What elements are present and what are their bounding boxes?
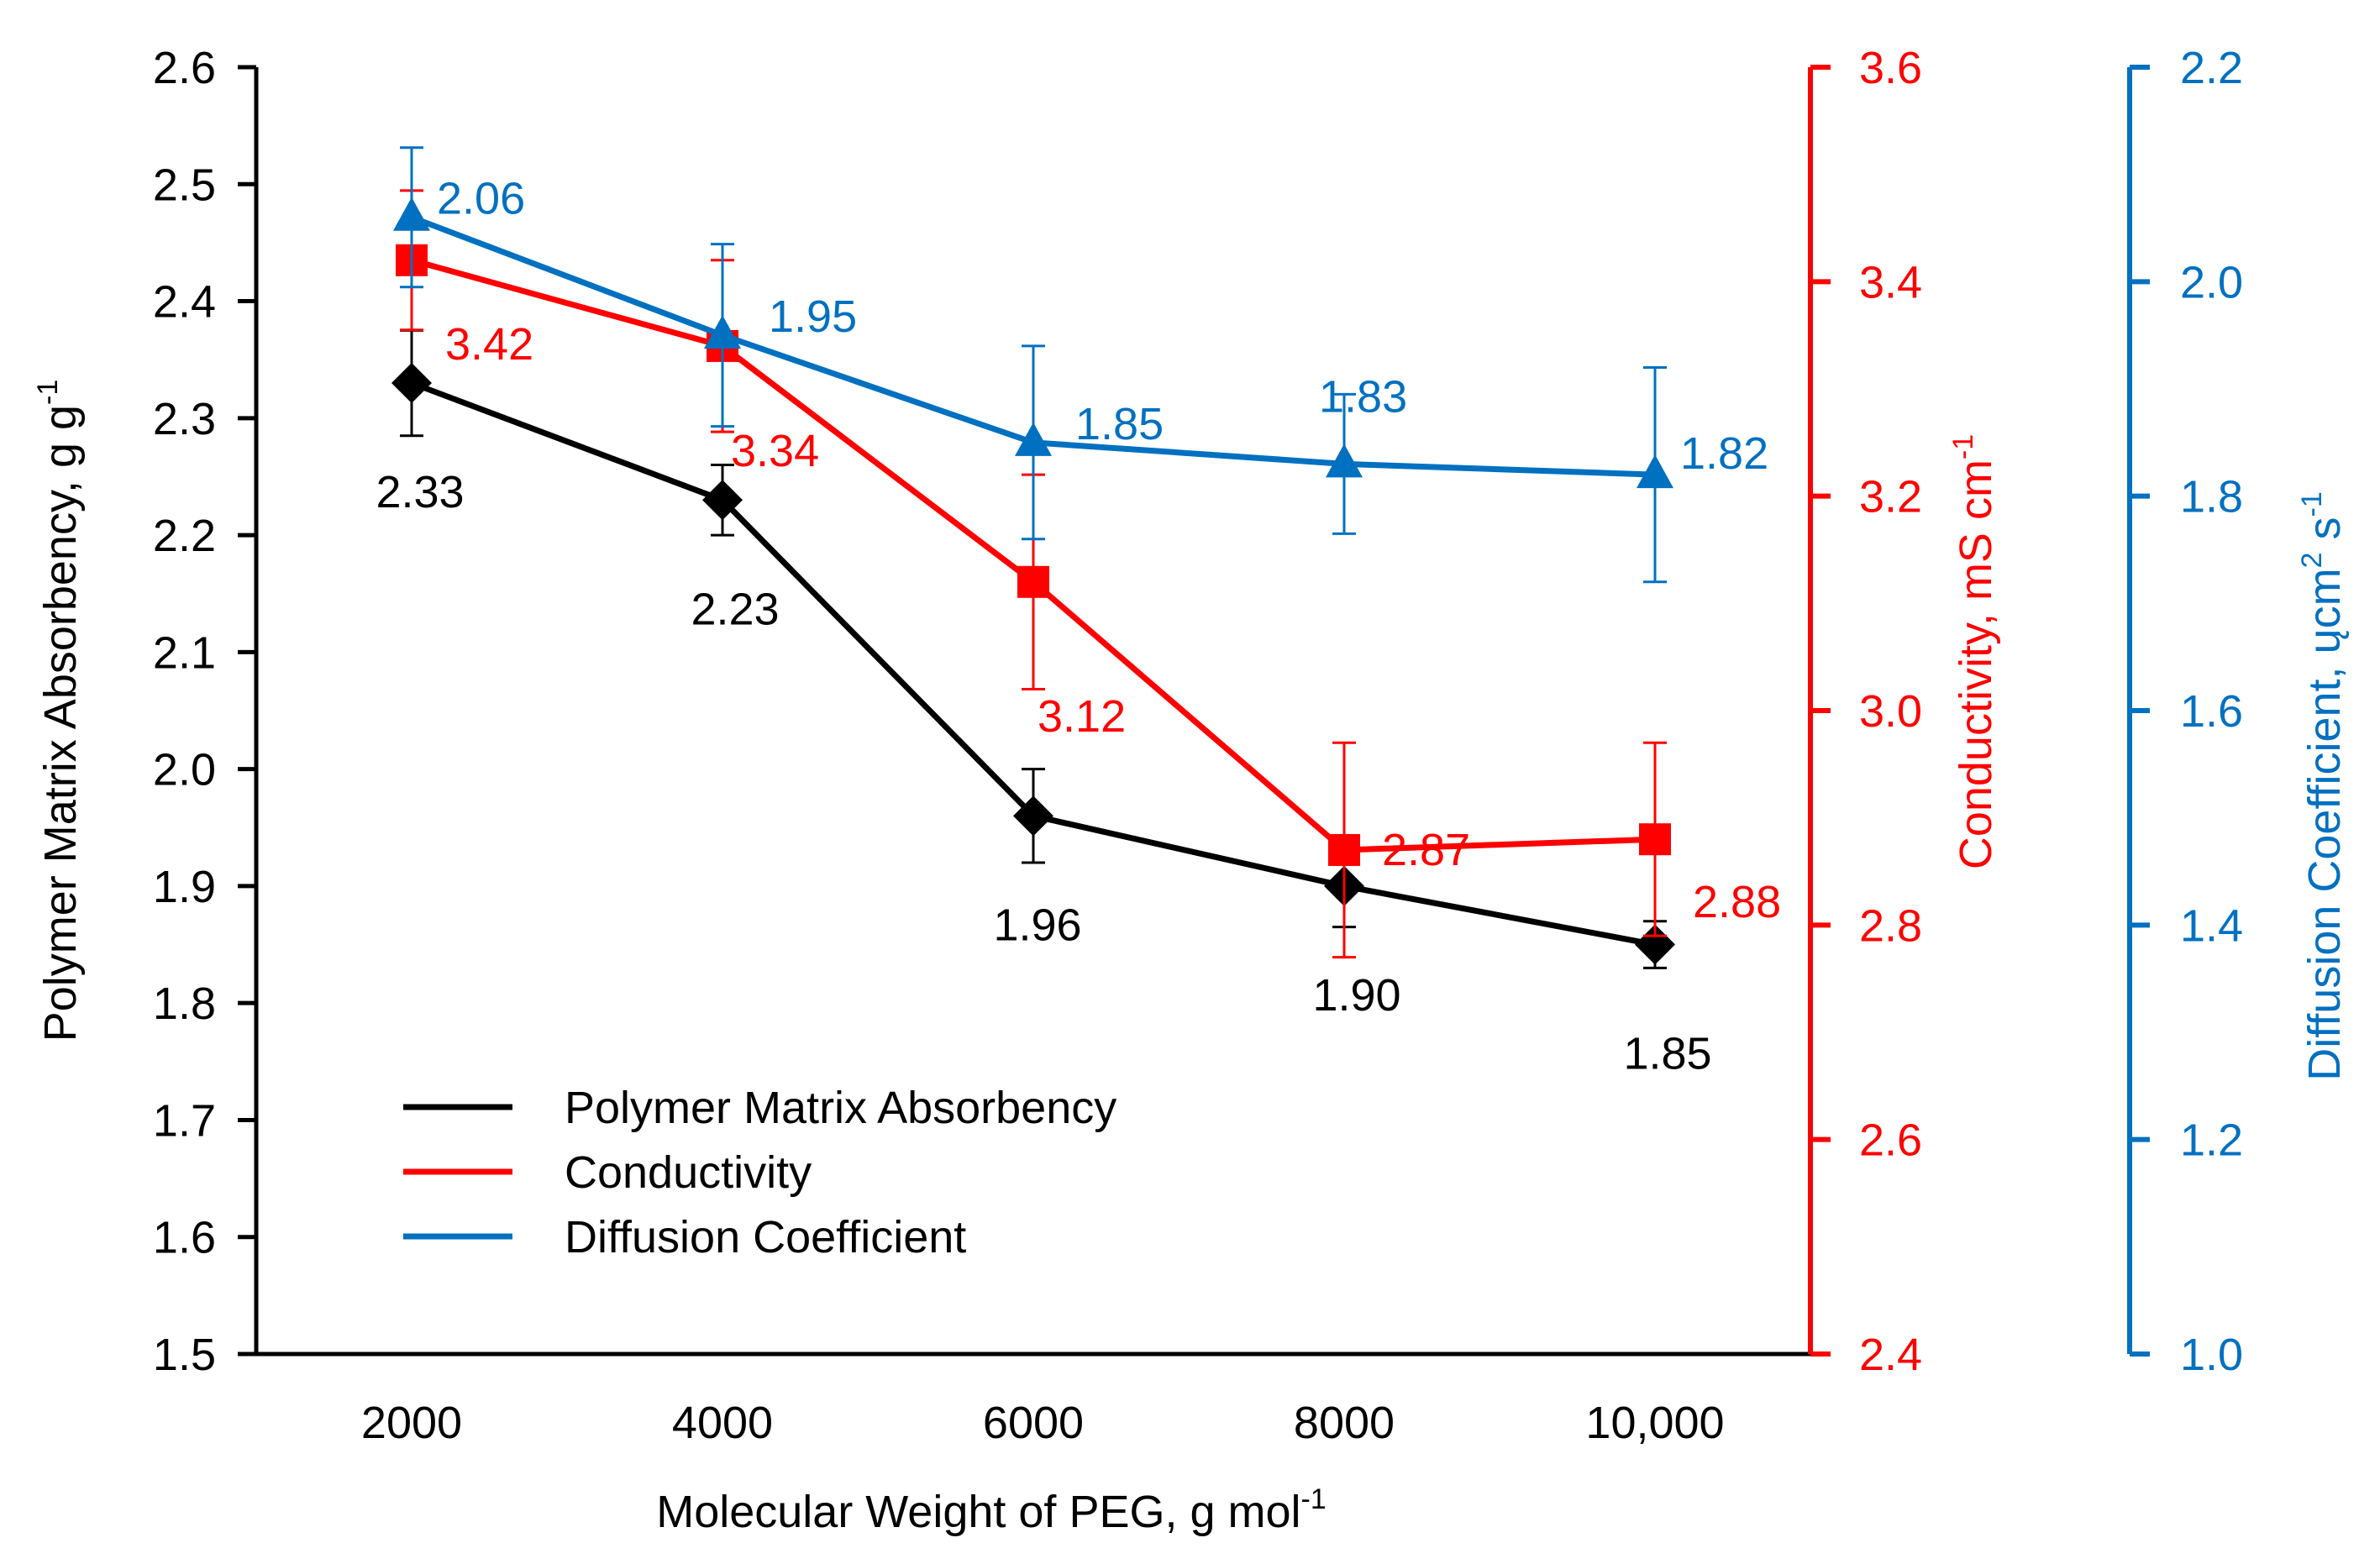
conductivity-marker — [1639, 823, 1671, 856]
diffusion-coefficient-data-label: 1.95 — [769, 291, 857, 342]
conductivity-data-label: 3.42 — [445, 319, 533, 370]
left-y-tick-label: 2.2 — [153, 511, 216, 561]
polymer-matrix-absorbency-data-label: 2.23 — [691, 584, 779, 634]
left-y-tick-label: 1.8 — [153, 979, 216, 1029]
left-y-tick-label: 2.3 — [153, 394, 216, 444]
diffusion-coefficient-marker — [1326, 443, 1363, 478]
diffusion-tick-label: 1.4 — [2180, 900, 2243, 951]
diffusion-tick-label: 1.8 — [2180, 472, 2243, 522]
conductivity-tick-label: 2.4 — [1859, 1330, 1922, 1380]
diffusion-coefficient-marker — [1015, 422, 1052, 456]
conductivity-data-label: 3.34 — [731, 426, 819, 476]
left-y-tick-label: 2.4 — [153, 277, 216, 328]
x-tick-label: 4000 — [672, 1398, 773, 1448]
left-y-tick-label: 1.7 — [153, 1095, 216, 1146]
left-y-tick-label: 1.6 — [153, 1213, 216, 1263]
conductivity-tick-label: 3.2 — [1859, 472, 1922, 522]
conductivity-marker — [1328, 833, 1360, 866]
diffusion-coefficient-marker — [1637, 454, 1673, 489]
diffusion-tick-label: 1.6 — [2180, 686, 2243, 737]
left-y-tick-label: 2.0 — [153, 745, 216, 795]
diffusion-coefficient-data-label: 1.83 — [1319, 371, 1407, 422]
polymer-matrix-absorbency-data-label: 2.33 — [376, 467, 464, 517]
conductivity-tick-label: 2.8 — [1859, 900, 1922, 951]
conductivity-marker — [1017, 565, 1049, 598]
left-y-tick-label: 2.5 — [153, 160, 216, 210]
conductivity-data-label: 2.87 — [1382, 825, 1470, 875]
diffusion-coefficient-marker — [393, 197, 430, 231]
legend-label-diffusion-coefficient: Diffusion Coefficient — [565, 1212, 966, 1262]
diffusion-tick-label: 1.0 — [2180, 1330, 2243, 1380]
conductivity-tick-label: 3.4 — [1859, 257, 1922, 307]
polymer-matrix-absorbency-data-label: 1.85 — [1623, 1029, 1711, 1079]
left-y-axis-label: Polymer Matrix Absorbency, g g-1 — [32, 380, 86, 1042]
x-tick-label: 10,000 — [1585, 1398, 1724, 1448]
conductivity-tick-label: 2.6 — [1859, 1115, 1922, 1166]
left-y-tick-label: 2.1 — [153, 627, 216, 678]
diffusion-tick-label: 2.0 — [2180, 257, 2243, 307]
diffusion-tick-label: 2.2 — [2180, 43, 2243, 93]
diffusion-tick-label: 1.2 — [2180, 1115, 2243, 1166]
polymer-matrix-absorbency-marker — [1635, 924, 1675, 965]
diffusion-coefficient-data-label: 1.85 — [1075, 399, 1164, 449]
polymer-matrix-absorbency-data-label: 1.90 — [1312, 970, 1400, 1021]
legend-label-polymer-matrix-absorbency: Polymer Matrix Absorbency — [565, 1083, 1116, 1133]
x-tick-label: 8000 — [1294, 1398, 1395, 1448]
conductivity-axis-label: Conductivity, mS cm-1 — [1947, 434, 2001, 869]
polymer-matrix-absorbency-marker — [1013, 795, 1053, 837]
left-y-tick-label: 1.9 — [153, 862, 216, 912]
legend-label-conductivity: Conductivity — [565, 1147, 812, 1198]
left-y-tick-label: 2.6 — [153, 43, 216, 93]
conductivity-tick-label: 3.0 — [1859, 686, 1922, 737]
diffusion-coefficient-marker — [704, 315, 741, 349]
x-axis-label: Molecular Weight of PEG, g mol-1 — [656, 1483, 1327, 1537]
conductivity-data-label: 2.88 — [1693, 877, 1781, 927]
x-tick-label: 2000 — [361, 1398, 462, 1448]
diffusion-coefficient-data-label: 2.06 — [437, 174, 525, 224]
polymer-matrix-absorbency-marker — [702, 480, 743, 521]
conductivity-data-label: 3.12 — [1038, 691, 1126, 742]
polymer-matrix-absorbency-marker — [391, 363, 432, 404]
left-y-tick-label: 1.5 — [153, 1330, 216, 1380]
diffusion-axis-label: Diffusion Coefficient, ųcm2 s-1 — [2296, 491, 2350, 1080]
conductivity-tick-label: 3.6 — [1859, 43, 1922, 93]
polymer-matrix-absorbency-data-label: 1.96 — [993, 900, 1081, 950]
diffusion-coefficient-data-label: 1.82 — [1680, 428, 1768, 479]
x-tick-label: 6000 — [983, 1398, 1084, 1448]
